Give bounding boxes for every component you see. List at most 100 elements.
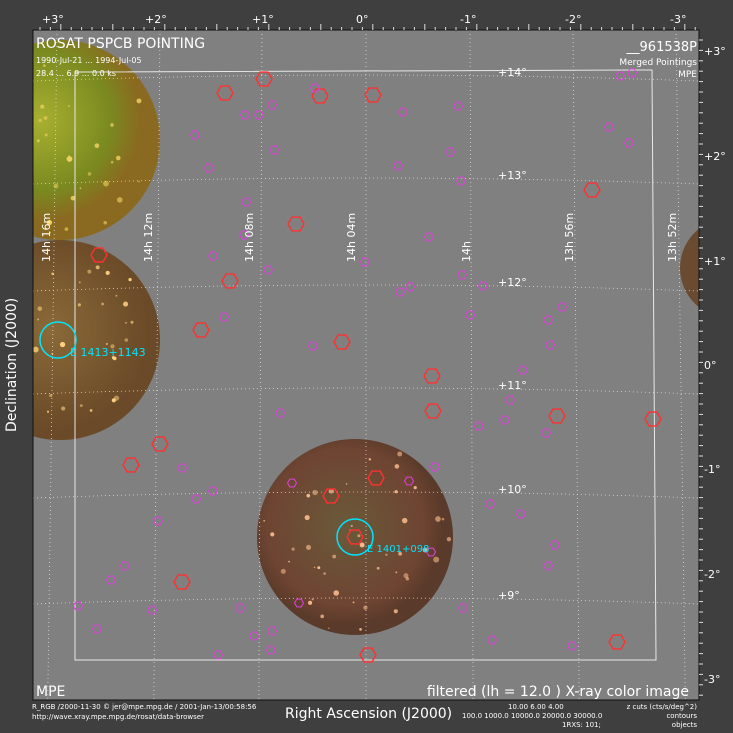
faint-source-marker[interactable]: [455, 176, 467, 186]
xray-photon-blob: [87, 269, 92, 274]
faint-source-marker[interactable]: [540, 428, 552, 438]
faint-source-marker[interactable]: [203, 163, 215, 173]
faint-source-marker[interactable]: [105, 575, 117, 585]
xray-photon-blob: [68, 155, 70, 158]
source-circle[interactable]: [336, 518, 374, 556]
bright-source-marker[interactable]: [424, 403, 442, 419]
bright-source-marker[interactable]: [359, 647, 377, 663]
faint-source-marker[interactable]: [265, 645, 277, 655]
faint-source-marker[interactable]: [457, 603, 469, 613]
faint-source-marker[interactable]: [238, 230, 250, 240]
faint-source-marker[interactable]: [248, 631, 260, 641]
faint-source-marker[interactable]: [452, 101, 464, 111]
bright-source-marker[interactable]: [548, 408, 566, 424]
bright-source-marker[interactable]: [192, 322, 210, 338]
faint-source-marker[interactable]: [293, 598, 305, 608]
bright-source-marker[interactable]: [608, 634, 626, 650]
faint-source-marker[interactable]: [456, 270, 468, 280]
faint-source-marker[interactable]: [240, 197, 252, 207]
faint-source-marker[interactable]: [268, 145, 280, 155]
xray-photon-blob: [33, 346, 39, 353]
faint-source-marker[interactable]: [212, 650, 224, 660]
faint-source-marker[interactable]: [429, 462, 441, 472]
faint-source-marker[interactable]: [207, 251, 219, 261]
faint-source-marker[interactable]: [239, 110, 251, 120]
bright-source-marker[interactable]: [90, 247, 108, 263]
faint-source-marker[interactable]: [234, 603, 246, 613]
faint-source-marker[interactable]: [444, 147, 456, 157]
bright-source-marker[interactable]: [287, 216, 305, 232]
bright-source-marker[interactable]: [423, 368, 441, 384]
faint-source-marker[interactable]: [515, 509, 527, 519]
faint-source-marker[interactable]: [499, 415, 511, 425]
faint-source-marker[interactable]: [486, 635, 498, 645]
faint-source-marker[interactable]: [394, 287, 406, 297]
bright-source-marker[interactable]: [583, 182, 601, 198]
faint-source-marker[interactable]: [91, 624, 103, 634]
exposure-fields: [33, 30, 699, 700]
bright-source-marker[interactable]: [364, 87, 382, 103]
source-circle[interactable]: [39, 321, 77, 359]
faint-source-marker[interactable]: [190, 494, 202, 504]
faint-source-marker[interactable]: [423, 232, 435, 242]
faint-source-marker[interactable]: [614, 71, 626, 81]
faint-source-marker[interactable]: [72, 601, 84, 611]
faint-source-marker[interactable]: [477, 281, 489, 291]
faint-source-marker[interactable]: [473, 421, 485, 431]
faint-source-marker[interactable]: [425, 547, 437, 557]
faint-source-marker[interactable]: [544, 340, 556, 350]
faint-source-marker[interactable]: [397, 107, 409, 117]
faint-source-marker[interactable]: [359, 257, 371, 267]
faint-source-marker[interactable]: [262, 265, 274, 275]
faint-source-marker[interactable]: [253, 110, 265, 120]
bright-source-marker[interactable]: [216, 85, 234, 101]
faint-source-marker[interactable]: [392, 161, 404, 171]
faint-source-marker[interactable]: [484, 499, 496, 509]
faint-source-marker[interactable]: [403, 476, 415, 486]
faint-source-marker[interactable]: [266, 100, 278, 110]
bright-source-marker[interactable]: [346, 529, 364, 545]
faint-source-marker[interactable]: [556, 302, 568, 312]
faint-source-marker[interactable]: [464, 310, 476, 320]
faint-source-marker[interactable]: [623, 138, 635, 148]
faint-source-marker[interactable]: [542, 561, 554, 571]
source-label[interactable]: E 1413+1143: [70, 346, 146, 359]
dec-grid-label: +13°: [498, 169, 527, 182]
bright-source-marker[interactable]: [173, 574, 191, 590]
faint-source-marker[interactable]: [517, 365, 529, 375]
bright-source-marker[interactable]: [644, 411, 662, 427]
faint-source-marker[interactable]: [152, 516, 164, 526]
bright-source-marker[interactable]: [367, 470, 385, 486]
faint-source-marker[interactable]: [404, 282, 416, 292]
faint-source-marker[interactable]: [504, 395, 516, 405]
faint-source-marker[interactable]: [309, 83, 321, 93]
bright-source-marker[interactable]: [311, 88, 329, 104]
faint-source-marker[interactable]: [266, 626, 278, 636]
faint-source-marker[interactable]: [218, 312, 230, 322]
xray-photon-blob: [304, 514, 310, 521]
bright-source-marker[interactable]: [322, 488, 340, 504]
faint-source-marker[interactable]: [207, 486, 219, 496]
faint-source-marker[interactable]: [626, 68, 638, 78]
top-axis-tick-label: +1°: [252, 13, 274, 26]
xray-photon-blob: [306, 544, 312, 550]
source-label[interactable]: E 1401+098: [367, 544, 430, 555]
faint-source-marker[interactable]: [566, 641, 578, 651]
faint-source-marker[interactable]: [146, 605, 158, 615]
faint-source-marker[interactable]: [307, 341, 319, 351]
faint-source-marker[interactable]: [549, 540, 561, 550]
bright-source-marker[interactable]: [151, 436, 169, 452]
faint-source-marker[interactable]: [542, 315, 554, 325]
faint-source-marker[interactable]: [286, 478, 298, 488]
faint-source-marker[interactable]: [274, 408, 286, 418]
bright-source-marker[interactable]: [255, 71, 273, 87]
bright-source-marker[interactable]: [333, 334, 351, 350]
faint-source-marker[interactable]: [603, 122, 615, 132]
data-browser-url[interactable]: http://wave.xray.mpe.mpg.de/rosat/data-b…: [32, 713, 204, 721]
faint-source-marker[interactable]: [176, 463, 188, 473]
bright-source-marker[interactable]: [122, 457, 140, 473]
faint-source-marker[interactable]: [119, 561, 131, 571]
faint-source-marker[interactable]: [189, 130, 201, 140]
bright-source-marker[interactable]: [221, 273, 239, 289]
